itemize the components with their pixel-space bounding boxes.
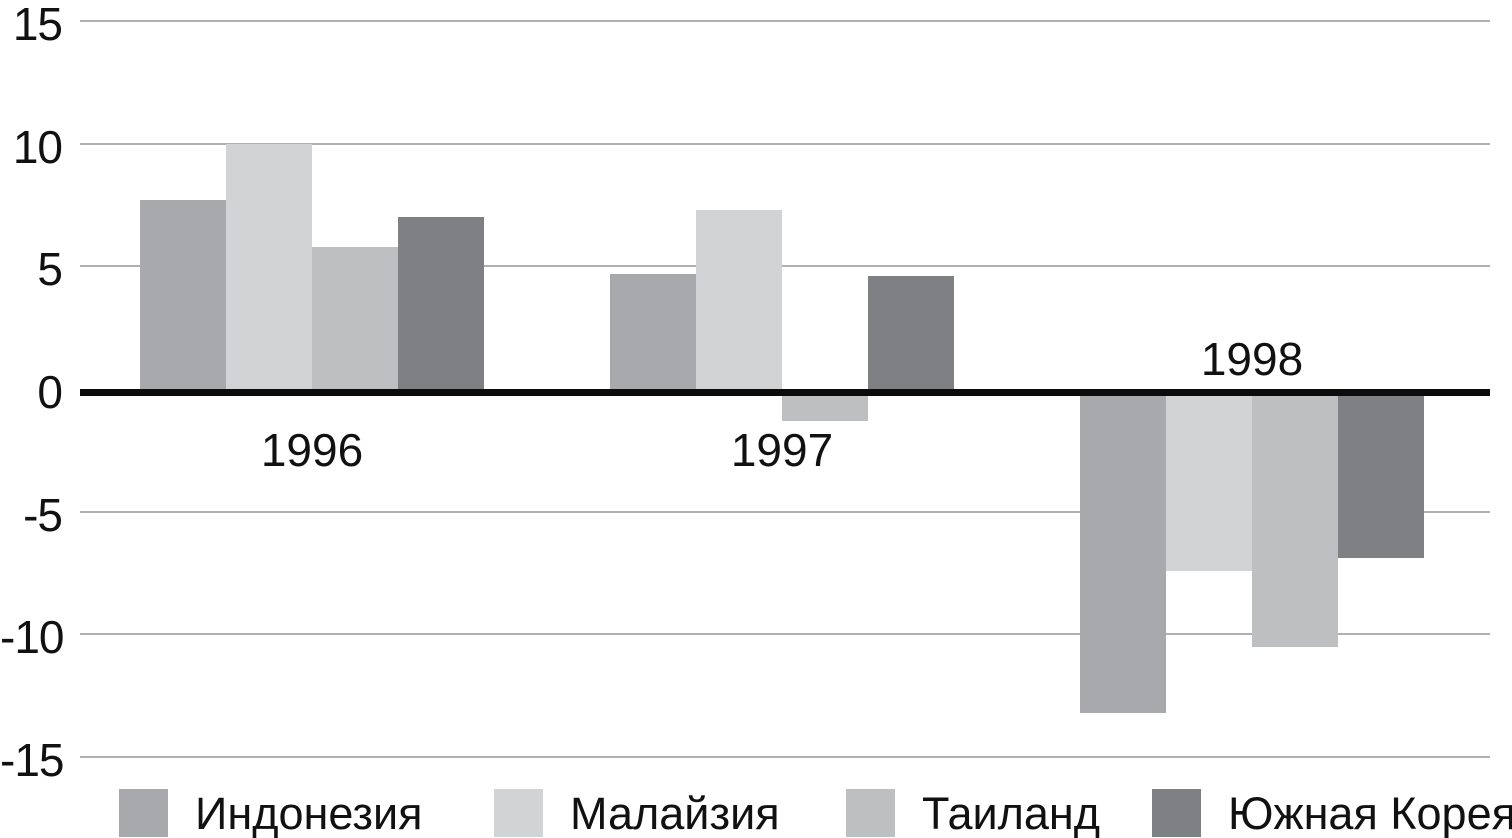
gridline--15 <box>80 755 1490 758</box>
legend-swatch-Индонезия <box>119 789 168 837</box>
legend-label-Южная Корея: Южная Корея <box>1228 788 1512 838</box>
category-label-1996: 1996 <box>260 424 364 476</box>
y-tick-label-15: 15 <box>12 0 63 50</box>
y-tick-label--10: -10 <box>0 611 64 664</box>
gridline--5 <box>80 510 1490 513</box>
bar-1998-Южная Корея <box>1338 388 1424 559</box>
legend-swatch-Южная Корея <box>1152 789 1201 837</box>
bar-1996-Индонезия <box>140 200 226 389</box>
bar-1997-Южная Корея <box>868 276 954 389</box>
y-tick-label-0: 0 <box>37 365 63 418</box>
bar-1998-Малайзия <box>1166 388 1252 571</box>
gridline--10 <box>80 633 1490 636</box>
bar-1998-Индонезия <box>1080 388 1166 713</box>
bar-1996-Южная Корея <box>398 217 484 389</box>
bar-1996-Малайзия <box>226 143 312 389</box>
y-tick-label-10: 10 <box>12 120 63 173</box>
bar-1997-Малайзия <box>696 209 782 389</box>
y-tick-label--5: -5 <box>23 488 63 541</box>
legend-label-Индонезия: Индонезия <box>195 788 423 838</box>
legend-label-Таиланд: Таиланд <box>922 788 1101 838</box>
y-tick-label--15: -15 <box>0 733 64 786</box>
legend-swatch-Таиланд <box>846 789 895 837</box>
gridline-15 <box>80 20 1490 22</box>
category-label-1998: 1998 <box>1200 333 1304 385</box>
gridline-5 <box>80 265 1490 268</box>
legend-swatch-Малайзия <box>494 789 543 837</box>
gridline-10 <box>80 142 1490 145</box>
bar-1998-Таиланд <box>1252 388 1338 647</box>
y-tick-label-5: 5 <box>37 243 63 296</box>
zero-axis-line <box>80 389 1490 396</box>
bar-1996-Таиланд <box>312 246 398 389</box>
legend-label-Малайзия: Малайзия <box>570 788 780 838</box>
category-label-1997: 1997 <box>730 424 834 476</box>
bar-1997-Индонезия <box>610 273 696 389</box>
